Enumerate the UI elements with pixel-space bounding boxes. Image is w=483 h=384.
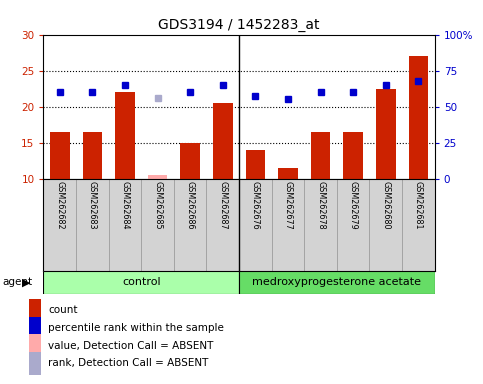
Bar [337, 179, 369, 271]
Text: GSM262681: GSM262681 [414, 181, 423, 230]
Text: ▶: ▶ [22, 277, 30, 287]
Bar [29, 317, 41, 339]
Text: agent: agent [2, 277, 32, 287]
Bar [180, 142, 200, 179]
Bar [343, 132, 363, 179]
Text: GSM262682: GSM262682 [55, 181, 64, 230]
Text: GSM262676: GSM262676 [251, 181, 260, 230]
Bar [43, 271, 239, 294]
Bar [148, 175, 167, 179]
Text: GSM262684: GSM262684 [120, 181, 129, 230]
Bar [311, 132, 330, 179]
Bar [76, 179, 109, 271]
Bar [402, 179, 435, 271]
Bar [83, 132, 102, 179]
Text: percentile rank within the sample: percentile rank within the sample [48, 323, 224, 333]
Text: GSM262683: GSM262683 [88, 181, 97, 230]
Bar [245, 150, 265, 179]
Text: GSM262677: GSM262677 [284, 181, 293, 230]
Bar [304, 179, 337, 271]
Bar [50, 132, 70, 179]
Bar [29, 299, 41, 321]
Bar [271, 179, 304, 271]
Bar [369, 179, 402, 271]
Text: GSM262678: GSM262678 [316, 181, 325, 230]
Bar [239, 179, 271, 271]
Title: GDS3194 / 1452283_at: GDS3194 / 1452283_at [158, 18, 320, 32]
Text: rank, Detection Call = ABSENT: rank, Detection Call = ABSENT [48, 358, 209, 368]
Bar [376, 89, 396, 179]
Text: GSM262680: GSM262680 [381, 181, 390, 230]
Bar [239, 271, 435, 294]
Bar [43, 179, 76, 271]
Bar [409, 56, 428, 179]
Text: GSM262679: GSM262679 [349, 181, 358, 230]
Text: GSM262685: GSM262685 [153, 181, 162, 230]
Text: GSM262686: GSM262686 [185, 181, 195, 230]
Bar [109, 179, 142, 271]
Bar [213, 103, 233, 179]
Bar [174, 179, 207, 271]
Bar [141, 179, 174, 271]
Text: control: control [122, 277, 160, 287]
Text: value, Detection Call = ABSENT: value, Detection Call = ABSENT [48, 341, 213, 351]
Text: medroxyprogesterone acetate: medroxyprogesterone acetate [253, 277, 421, 287]
Text: GSM262687: GSM262687 [218, 181, 227, 230]
Bar [207, 179, 239, 271]
Bar [278, 168, 298, 179]
Text: count: count [48, 305, 78, 315]
Bar [29, 352, 41, 375]
Bar [115, 92, 135, 179]
Bar [29, 334, 41, 357]
